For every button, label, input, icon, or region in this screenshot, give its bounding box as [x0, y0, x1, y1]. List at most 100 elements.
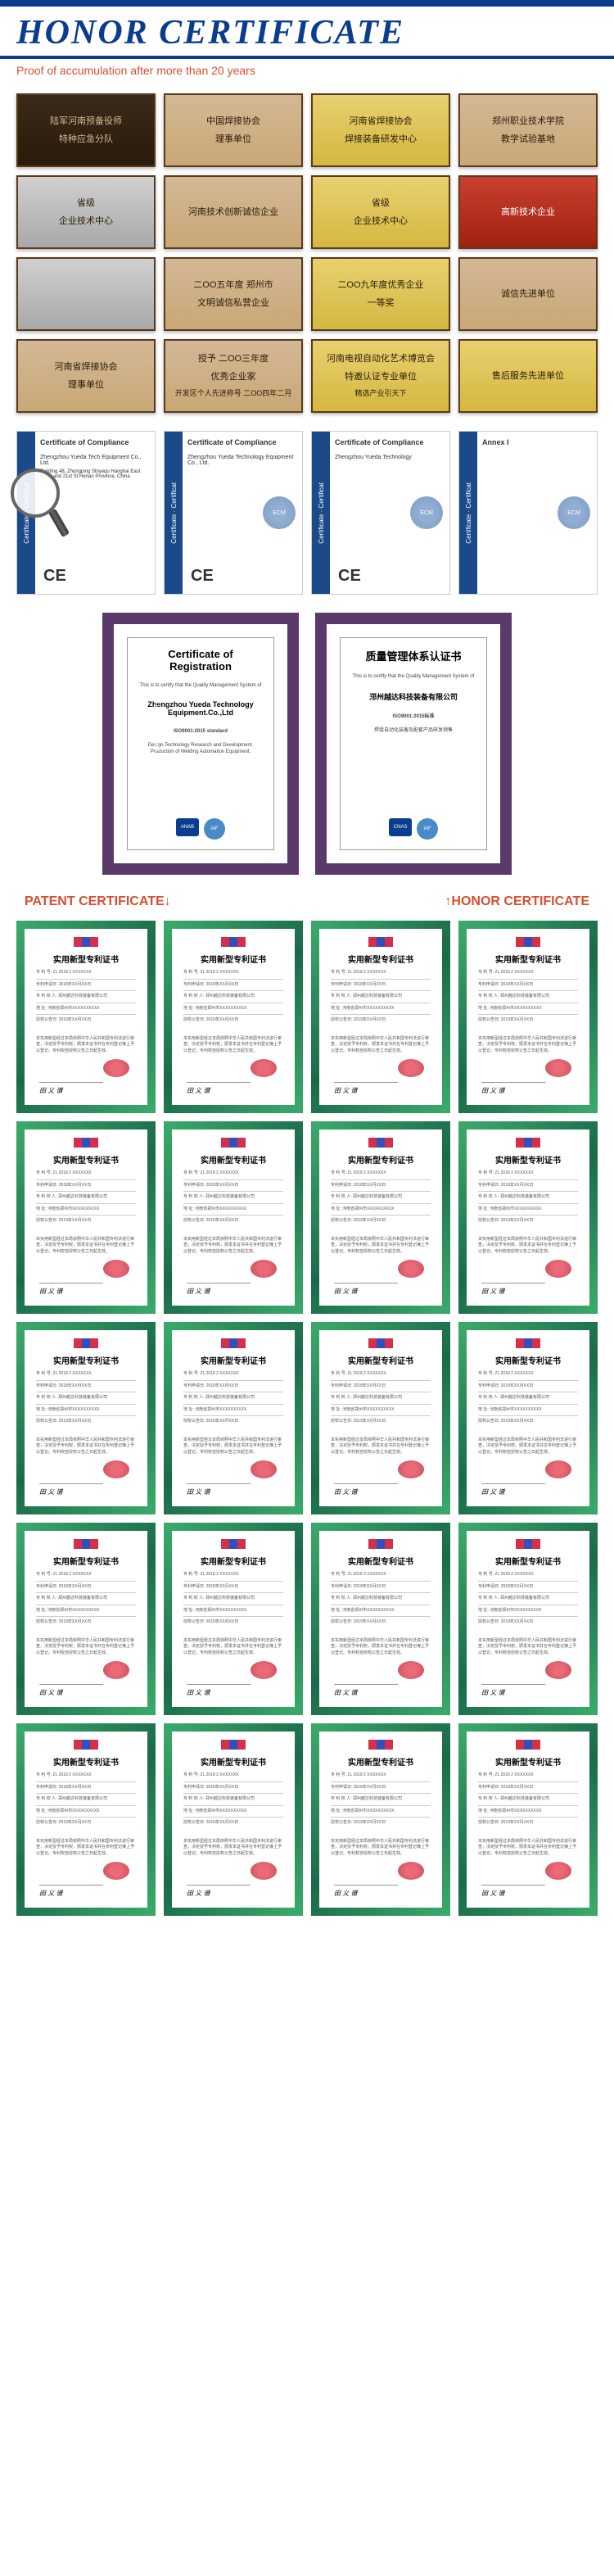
patent-body-line: 专 利 号: ZL 2018 2 XXXXXXX	[183, 1170, 283, 1177]
patent-title: 实用新型专利证书	[495, 1153, 561, 1166]
patent-body-line: 地 址: 河南省郑州市XXXXXXXXXX	[331, 1207, 431, 1213]
patent-body-line: 专 利 权 人: 郑州越达科技装备有限公司	[331, 1596, 431, 1602]
patent-body-line: 专 利 号: ZL 2018 2 XXXXXXX	[478, 1772, 578, 1779]
patent-body: 专 利 号: ZL 2018 2 XXXXXXX专利申请日: 2018年XX月X…	[180, 970, 287, 1054]
patent-body-line: 专利申请日: 2018年XX月XX日	[331, 1183, 431, 1189]
patent-certificate: 实用新型专利证书 专 利 号: ZL 2018 2 XXXXXXX专利申请日: …	[311, 921, 450, 1113]
patent-body: 专 利 号: ZL 2018 2 XXXXXXX专利申请日: 2018年XX月X…	[33, 1572, 139, 1656]
patent-seal-icon	[251, 1862, 277, 1880]
patent-emblem-icon	[516, 937, 540, 947]
patent-body: 专 利 号: ZL 2018 2 XXXXXXX 专利申请日: 2018年XX月X…	[327, 1170, 434, 1255]
patent-body-line: 专利申请日: 2018年XX月XX日	[183, 1183, 283, 1189]
patent-emblem-icon	[368, 937, 393, 947]
patent-body-line: 专 利 号: ZL 2018 2 XXXXXXX	[183, 1772, 283, 1779]
iso-logo-icon: IAF	[204, 818, 225, 840]
iso-sidebar-text: CERTIFICATE OF REGISTRATION	[367, 692, 374, 796]
ce-header: Certificate of Compliance	[187, 438, 297, 446]
ce-certificate: Certificate · CertificatAnnex IECM	[458, 431, 598, 595]
honor-plaque: 河南省焊接协会焊接装备研发中心	[311, 93, 450, 167]
plaque-text-line: 焊接装备研发中心	[341, 130, 420, 148]
patent-certificate: 实用新型专利证书 专 利 号: ZL 2018 2 XXXXXXX专利申请日: …	[164, 1723, 303, 1916]
patent-emblem-icon	[516, 1740, 540, 1750]
patent-body-line: 地 址: 河南省郑州市XXXXXXXXXX	[183, 1809, 283, 1815]
plaque-text-line: 企业技术中心	[350, 212, 411, 230]
patent-certificate: 实用新型专利证书 专 利 号: ZL 2018 2 XXXXXXX专利申请日: …	[16, 1322, 156, 1514]
ce-sidebar-text: Certificate · Certificat	[318, 482, 325, 544]
iso-title: Certificate of Registration	[136, 648, 265, 672]
patent-emblem-icon	[74, 1539, 98, 1549]
patent-body-line: 专利申请日: 2018年XX月XX日	[331, 982, 431, 989]
patent-body-line: 专 利 号: ZL 2018 2 XXXXXXX	[183, 970, 283, 976]
patent-title: 实用新型专利证书	[201, 953, 266, 965]
patent-body-line: 地 址: 河南省郑州市XXXXXXXXXX	[36, 1608, 136, 1614]
patent-body-line: 专 利 号: ZL 2018 2 XXXXXXX	[478, 970, 578, 976]
patent-body-line: 地 址: 河南省郑州市XXXXXXXXXX	[183, 1006, 283, 1012]
plaque-text-line: 二OO五年度 郑州市	[190, 276, 276, 294]
ce-header: Annex I	[482, 438, 592, 446]
patent-body-line: 专 利 权 人: 郑州越达科技装备有限公司	[183, 1395, 283, 1401]
ce-seal-icon: ECM	[410, 496, 443, 529]
ce-body: Annex IECM	[477, 432, 597, 594]
patent-seal-icon	[398, 1059, 424, 1077]
honor-plaque: 省级企业技术中心	[311, 175, 450, 249]
patent-body-line: 专利申请日: 2018年XX月XX日	[478, 1183, 578, 1189]
ce-body: Certificate of ComplianceZhengzhou Yueda…	[330, 432, 449, 594]
patent-emblem-icon	[74, 937, 98, 947]
patent-body: 专 利 号: ZL 2018 2 XXXXXXX专利申请日: 2018年XX月X…	[180, 1572, 287, 1656]
patent-body-line: 地 址: 河南省郑州市XXXXXXXXXX	[478, 1809, 578, 1815]
plaque-text-line: 文明诚信私营企业	[194, 294, 273, 312]
iso-certificate: CERTIFICATE OF REGISTRATION 质量管理体系认证书 Th…	[315, 613, 512, 875]
patent-emblem-icon	[221, 1539, 246, 1549]
patent-certificate: 实用新型专利证书 专 利 号: ZL 2018 2 XXXXXXX专利申请日: …	[311, 1322, 450, 1514]
patent-signature: 田 义 谱	[481, 1885, 545, 1898]
ce-address: Building 48, Zhongping Shiyequ Hanghai E…	[40, 469, 150, 479]
patent-body-line: 专利申请日: 2018年XX月XX日	[183, 1383, 283, 1390]
plaque-text-line: 省级	[74, 194, 98, 212]
patent-seal-icon	[103, 1862, 129, 1880]
patent-body-line: 地 址: 河南省郑州市XXXXXXXXXX	[36, 1407, 136, 1414]
patent-body: 专 利 号: ZL 2018 2 XXXXXXX专利申请日: 2018年XX月X…	[327, 1772, 434, 1857]
honor-plaque: 陆军河南预备役师特种应急分队	[16, 93, 156, 167]
plaque-text-line: 河南省焊接协会	[346, 112, 416, 130]
patent-title: 实用新型专利证书	[348, 1555, 413, 1567]
patent-seal-icon	[545, 1460, 571, 1478]
patent-body-line: 专 利 号: ZL 2018 2 XXXXXXX	[36, 970, 136, 976]
iso-inner: 质量管理体系认证书 This is to certify that the Qu…	[340, 637, 487, 850]
patent-seal-icon	[545, 1059, 571, 1077]
patent-body-line: 专 利 号: ZL 2018 2 XXXXXXX	[36, 1572, 136, 1578]
patent-emblem-icon	[368, 1740, 393, 1750]
patent-emblem-icon	[516, 1338, 540, 1348]
patent-body-line: 专 利 号: ZL 2018 2 XXXXXXX	[331, 1572, 431, 1578]
patent-body-line: 专 利 号: ZL 2018 2 XXXXXXX	[478, 1371, 578, 1378]
ce-seal-icon: ECM	[263, 496, 296, 529]
ce-mark-icon: CE	[43, 567, 66, 586]
ce-header: Certificate of Compliance	[335, 438, 445, 446]
plaque-text-line: 优秀企业家	[208, 368, 260, 386]
patent-body-line: 地 址: 河南省郑州市XXXXXXXXXX	[183, 1207, 283, 1213]
patent-signature: 田 义 谱	[39, 1283, 103, 1296]
patent-seal-icon	[398, 1260, 424, 1278]
patent-certificate: 实用新型专利证书 专 利 号: ZL 2018 2 XXXXXXX专利申请日: …	[311, 1523, 450, 1715]
honor-plaque: 二OO五年度 郑州市文明诚信私营企业	[164, 257, 303, 331]
patent-body-line: 授权公告日: 2019年XX月XX日	[331, 1619, 431, 1626]
patent-title: 实用新型专利证书	[201, 1354, 266, 1366]
iso-sidebar-text: CERTIFICATE OF REGISTRATION	[154, 692, 161, 796]
patent-body-line: 授权公告日: 2019年XX月XX日	[183, 1820, 283, 1827]
patent-title: 实用新型专利证书	[495, 1755, 561, 1768]
magnifier-icon	[11, 469, 60, 518]
patent-title: 实用新型专利证书	[495, 953, 561, 965]
patent-emblem-icon	[221, 1338, 246, 1348]
patent-title: 实用新型专利证书	[201, 1755, 266, 1768]
patent-body-line: 授权公告日: 2019年XX月XX日	[478, 1218, 578, 1225]
patent-title: 实用新型专利证书	[495, 1555, 561, 1567]
patent-body-line: 地 址: 河南省郑州市XXXXXXXXXX	[36, 1207, 136, 1213]
patent-body: 专 利 号: ZL 2018 2 XXXXXXX专利申请日: 2018年XX月X…	[475, 1170, 581, 1255]
patent-certificate: 实用新型专利证书 专 利 号: ZL 2018 2 XXXXXXX专利申请日: …	[16, 1723, 156, 1916]
patent-body-line: 专 利 权 人: 郑州越达科技装备有限公司	[183, 1596, 283, 1602]
patent-signature: 田 义 谱	[481, 1483, 545, 1496]
ce-mark-icon: CE	[338, 567, 361, 586]
patent-body-line: 专 利 权 人: 郑州越达科技装备有限公司	[478, 994, 578, 1000]
patent-body-line: 专 利 号: ZL 2018 2 XXXXXXX	[331, 1170, 431, 1177]
patent-body-line: 授权公告日: 2019年XX月XX日	[36, 1419, 136, 1425]
plaque-text-line: 特邀认证专业单位	[341, 368, 420, 386]
